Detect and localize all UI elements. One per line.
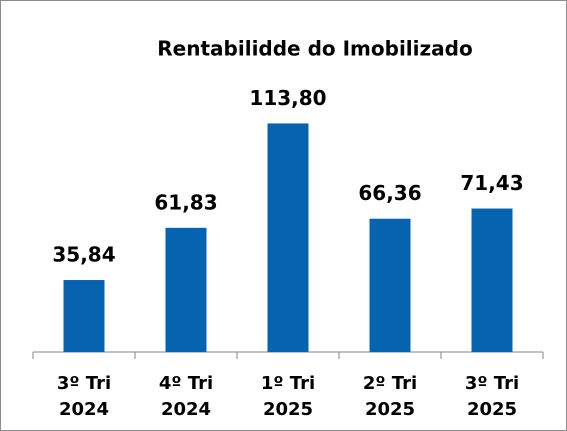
x-tick-label: 2025 — [467, 399, 517, 420]
x-tick-label: 3º Tri — [465, 373, 519, 394]
bar — [165, 227, 207, 352]
x-tick-label: 4º Tri — [159, 373, 213, 394]
chart-title: Rentabilidde do Imobilizado — [157, 37, 472, 61]
x-tick-label: 2024 — [161, 399, 211, 420]
x-tick-label: 2025 — [263, 399, 313, 420]
data-label: 71,43 — [460, 171, 523, 195]
bar — [369, 218, 411, 352]
data-label: 113,80 — [249, 86, 326, 110]
x-tick-label: 1º Tri — [261, 373, 315, 394]
data-label: 35,84 — [52, 243, 115, 267]
bar — [63, 280, 105, 352]
x-tick-label: 3º Tri — [57, 373, 111, 394]
x-tick-label: 2024 — [59, 399, 109, 420]
x-tick-label: 2º Tri — [363, 373, 417, 394]
bar — [267, 123, 309, 353]
bar — [471, 208, 513, 352]
x-tick-label: 2025 — [365, 399, 415, 420]
data-label: 66,36 — [358, 181, 421, 205]
data-label: 61,83 — [154, 190, 217, 214]
